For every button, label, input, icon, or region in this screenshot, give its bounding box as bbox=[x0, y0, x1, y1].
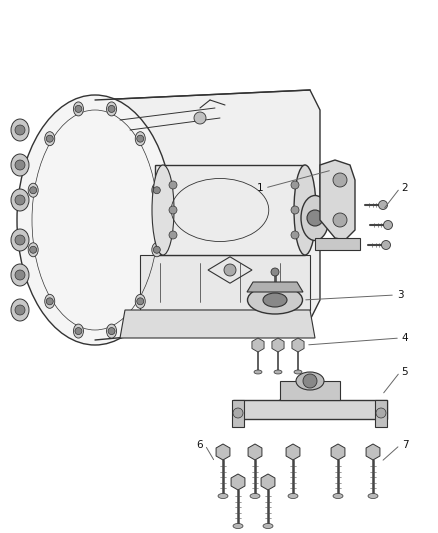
Polygon shape bbox=[120, 310, 315, 338]
Ellipse shape bbox=[135, 294, 145, 308]
Polygon shape bbox=[233, 400, 387, 419]
Ellipse shape bbox=[247, 286, 303, 314]
Circle shape bbox=[376, 408, 386, 418]
Circle shape bbox=[307, 210, 323, 226]
Circle shape bbox=[46, 298, 53, 305]
Ellipse shape bbox=[11, 154, 29, 176]
Polygon shape bbox=[140, 255, 310, 310]
Ellipse shape bbox=[333, 494, 343, 498]
Ellipse shape bbox=[296, 372, 324, 390]
Circle shape bbox=[15, 270, 25, 280]
Ellipse shape bbox=[294, 165, 316, 255]
Circle shape bbox=[194, 112, 206, 124]
Ellipse shape bbox=[11, 264, 29, 286]
FancyBboxPatch shape bbox=[155, 165, 305, 255]
Ellipse shape bbox=[106, 324, 117, 338]
Ellipse shape bbox=[106, 102, 117, 116]
Circle shape bbox=[30, 187, 37, 193]
Polygon shape bbox=[366, 444, 380, 460]
Ellipse shape bbox=[263, 293, 287, 307]
Circle shape bbox=[291, 231, 299, 239]
Ellipse shape bbox=[28, 183, 38, 197]
Text: 1: 1 bbox=[257, 183, 263, 193]
Ellipse shape bbox=[135, 132, 145, 146]
Ellipse shape bbox=[152, 165, 174, 255]
Polygon shape bbox=[216, 444, 230, 460]
Polygon shape bbox=[231, 474, 245, 490]
Ellipse shape bbox=[11, 299, 29, 321]
Ellipse shape bbox=[218, 494, 228, 498]
Polygon shape bbox=[252, 338, 264, 352]
Ellipse shape bbox=[45, 294, 55, 308]
Ellipse shape bbox=[233, 523, 243, 529]
Circle shape bbox=[333, 173, 347, 187]
Polygon shape bbox=[286, 444, 300, 460]
Circle shape bbox=[233, 408, 243, 418]
Ellipse shape bbox=[74, 102, 83, 116]
Circle shape bbox=[30, 246, 37, 253]
Ellipse shape bbox=[11, 229, 29, 251]
Circle shape bbox=[108, 106, 115, 112]
Ellipse shape bbox=[28, 243, 38, 257]
Text: 5: 5 bbox=[402, 367, 408, 377]
Text: 2: 2 bbox=[402, 183, 408, 193]
Ellipse shape bbox=[250, 494, 260, 498]
Ellipse shape bbox=[294, 370, 302, 374]
Circle shape bbox=[15, 305, 25, 315]
Circle shape bbox=[333, 213, 347, 227]
Circle shape bbox=[169, 181, 177, 189]
Polygon shape bbox=[95, 90, 320, 340]
Ellipse shape bbox=[152, 243, 162, 257]
Circle shape bbox=[291, 181, 299, 189]
Circle shape bbox=[153, 246, 160, 253]
Text: 7: 7 bbox=[402, 440, 408, 450]
Text: 4: 4 bbox=[402, 333, 408, 343]
Circle shape bbox=[153, 187, 160, 193]
Circle shape bbox=[224, 264, 236, 276]
Circle shape bbox=[137, 298, 144, 305]
Polygon shape bbox=[320, 160, 355, 240]
Circle shape bbox=[291, 206, 299, 214]
Polygon shape bbox=[272, 338, 284, 352]
Polygon shape bbox=[248, 444, 262, 460]
Circle shape bbox=[169, 206, 177, 214]
Circle shape bbox=[137, 135, 144, 142]
Circle shape bbox=[75, 106, 82, 112]
Ellipse shape bbox=[254, 370, 262, 374]
Ellipse shape bbox=[17, 95, 173, 345]
Circle shape bbox=[15, 235, 25, 245]
Polygon shape bbox=[261, 474, 275, 490]
Ellipse shape bbox=[301, 196, 329, 240]
Circle shape bbox=[75, 328, 82, 335]
Ellipse shape bbox=[368, 494, 378, 498]
Ellipse shape bbox=[45, 132, 55, 146]
Circle shape bbox=[108, 328, 115, 335]
Circle shape bbox=[15, 195, 25, 205]
Circle shape bbox=[15, 125, 25, 135]
Ellipse shape bbox=[11, 189, 29, 211]
Ellipse shape bbox=[288, 494, 298, 498]
Circle shape bbox=[15, 160, 25, 170]
Polygon shape bbox=[292, 338, 304, 352]
Polygon shape bbox=[315, 238, 360, 250]
Circle shape bbox=[169, 231, 177, 239]
Circle shape bbox=[378, 200, 388, 209]
Polygon shape bbox=[375, 400, 387, 427]
Ellipse shape bbox=[263, 523, 273, 529]
Text: 3: 3 bbox=[397, 290, 403, 300]
Text: 6: 6 bbox=[197, 440, 203, 450]
Polygon shape bbox=[247, 282, 303, 292]
Circle shape bbox=[271, 268, 279, 276]
Polygon shape bbox=[331, 444, 345, 460]
Polygon shape bbox=[232, 400, 244, 427]
Ellipse shape bbox=[274, 370, 282, 374]
Ellipse shape bbox=[74, 324, 83, 338]
Ellipse shape bbox=[11, 119, 29, 141]
Ellipse shape bbox=[152, 183, 162, 197]
Circle shape bbox=[303, 374, 317, 388]
Polygon shape bbox=[280, 381, 340, 400]
Circle shape bbox=[46, 135, 53, 142]
Circle shape bbox=[384, 221, 392, 230]
Circle shape bbox=[381, 240, 391, 249]
